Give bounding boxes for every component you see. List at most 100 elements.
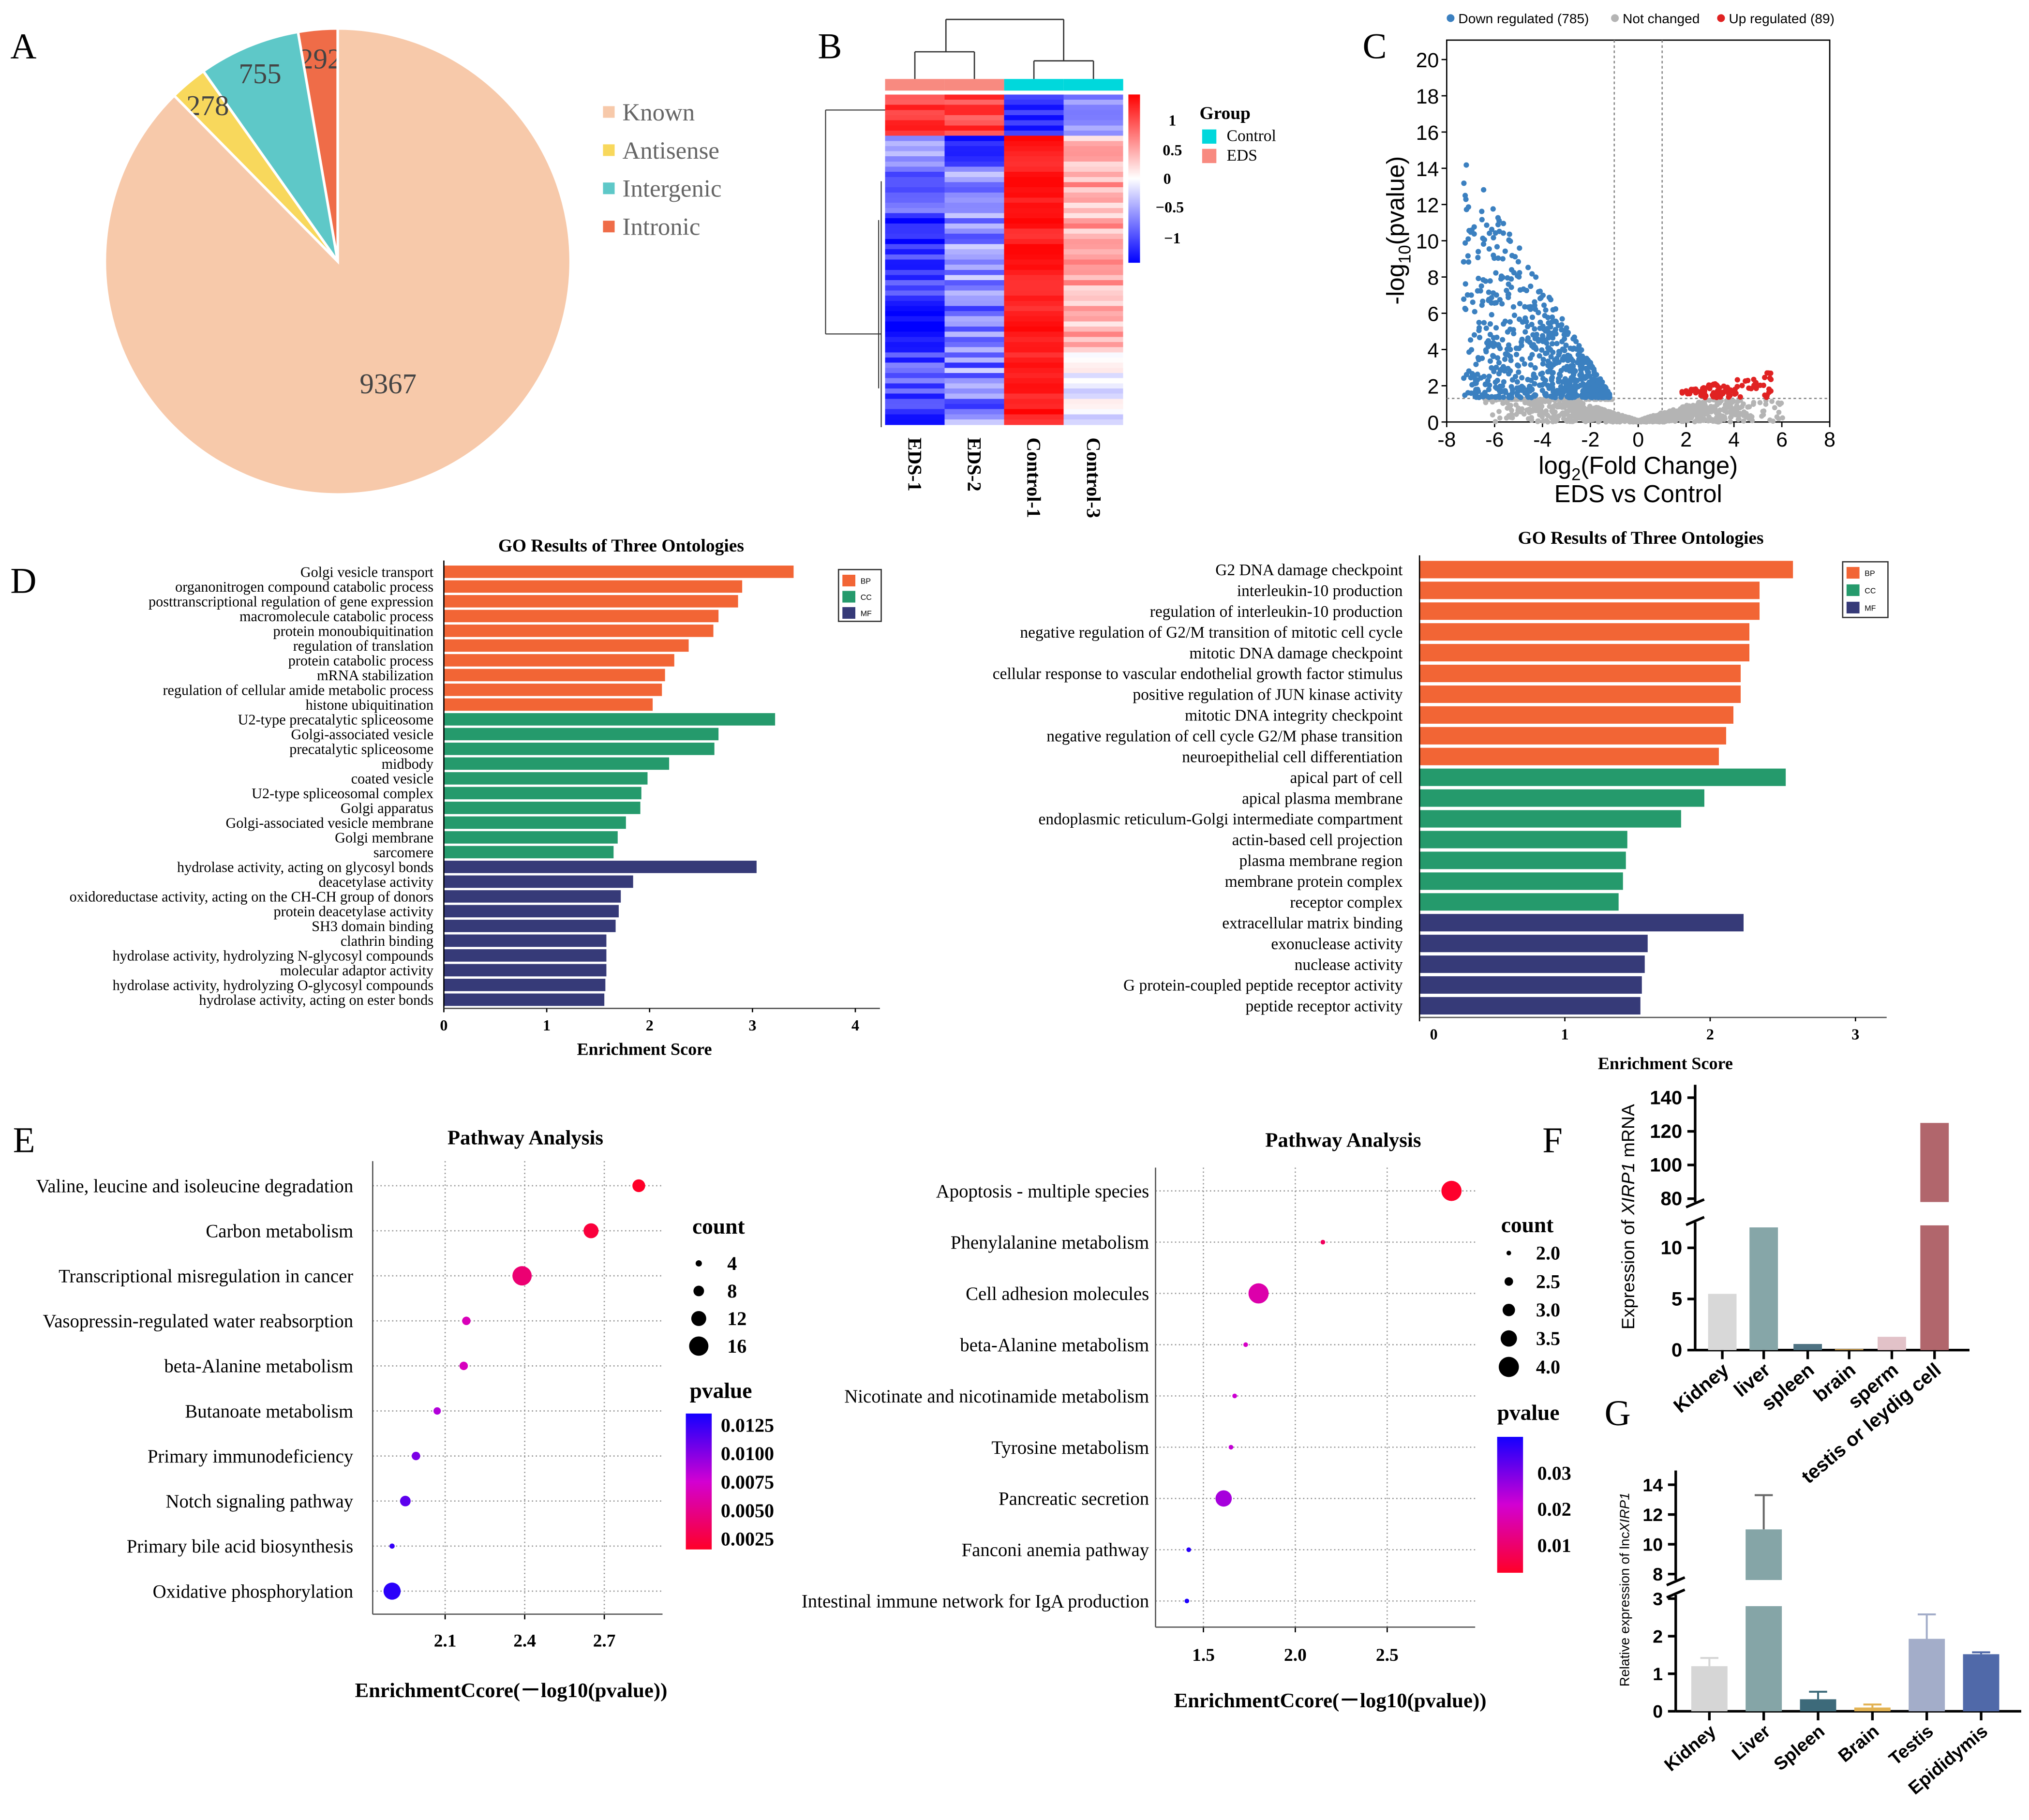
heatmap-cell: [944, 130, 1004, 136]
down-regulated-point: [1507, 238, 1513, 244]
up-regulated-point: [1716, 389, 1721, 395]
down-regulated-point: [1531, 371, 1537, 377]
heatmap-cell: [1063, 311, 1123, 317]
heatmap-cell: [1004, 306, 1064, 312]
not-changed-point: [1741, 418, 1746, 424]
heatmap-cell: [944, 151, 1004, 157]
x-label-text: log: [1538, 451, 1571, 479]
heatmap-cell: [885, 104, 945, 111]
down-regulated-point: [1511, 313, 1518, 318]
heatmap-cell: [885, 362, 945, 369]
heatmap-cell: [885, 161, 945, 167]
heatmap-cell: [1063, 352, 1123, 358]
heatmap-cell: [1004, 156, 1064, 162]
x-tick-label: 0: [440, 1016, 448, 1034]
pathway-dot: [1228, 1445, 1234, 1450]
down-regulated-point: [1559, 322, 1565, 328]
not-changed-point: [1728, 415, 1733, 420]
legend-swatch: [1846, 584, 1860, 596]
down-regulated-point: [1487, 382, 1492, 388]
y-tick-label: 14: [1642, 1475, 1663, 1495]
down-regulated-point: [1485, 377, 1491, 384]
not-changed-point: [1642, 416, 1648, 421]
go-bar: [1419, 644, 1750, 662]
legend-label: BP: [861, 577, 871, 586]
heatmap-cell: [1063, 300, 1123, 307]
axis-break-mark: [1686, 1216, 1705, 1226]
go-bar: [1419, 914, 1744, 932]
heatmap-cell: [1004, 110, 1064, 116]
pie-slice-known: [103, 27, 572, 496]
heatmap-cell: [1063, 228, 1123, 234]
heatmap-cell: [1004, 135, 1064, 142]
down-regulated-point: [1493, 292, 1499, 298]
x-axis-label: Enrichment Score: [577, 1040, 712, 1059]
down-regulated-point: [1511, 330, 1517, 337]
down-regulated-point: [1507, 354, 1513, 359]
heatmap-cell: [885, 151, 945, 157]
go-bar: [1419, 685, 1741, 703]
down-regulated-point: [1504, 287, 1509, 294]
heatmap-cell: [1004, 177, 1064, 183]
bar: [1691, 1666, 1728, 1712]
legend-swatch: [842, 575, 856, 587]
pathway-label: Intestinal immune network for IgA produc…: [802, 1591, 1149, 1612]
heatmap-cell: [1063, 362, 1123, 369]
down-regulated-point: [1572, 377, 1578, 383]
down-regulated-point: [1590, 392, 1596, 398]
go-term-label: sarcomere: [373, 844, 433, 861]
legend-label: MF: [861, 610, 872, 618]
x-label-subscript: 2: [1571, 466, 1581, 484]
down-regulated-point: [1567, 386, 1572, 391]
count-legend-label: 8: [727, 1280, 737, 1302]
down-regulated-point: [1476, 357, 1482, 362]
colorbar-tick-label: 0: [1164, 170, 1171, 187]
go-bar: [1419, 747, 1719, 765]
heatmap-cell: [1004, 419, 1064, 425]
down-regulated-point: [1507, 326, 1513, 332]
down-regulated-point: [1576, 343, 1582, 349]
y-label-text: mRNA: [1618, 1104, 1638, 1163]
down-regulated-point: [1491, 235, 1496, 241]
down-regulated-point: [1465, 253, 1471, 259]
y-tick-label: 20: [1416, 49, 1439, 72]
pathway-label: Transcriptional misregulation in cancer: [59, 1266, 353, 1287]
heatmap-cell: [885, 296, 945, 301]
down-regulated-point: [1500, 337, 1506, 343]
legend-label: Up regulated (89): [1729, 11, 1834, 26]
go-term-label: protein catabolic process: [288, 652, 433, 669]
heatmap-cell: [885, 182, 945, 188]
heatmap-cell: [885, 378, 945, 384]
go-bar: [444, 949, 607, 962]
down-regulated-point: [1469, 227, 1475, 233]
pathway-dot: [1441, 1180, 1462, 1201]
go-bar: [444, 993, 605, 1006]
down-regulated-point: [1552, 357, 1558, 363]
down-regulated-point: [1540, 292, 1546, 298]
up-regulated-point: [1710, 382, 1716, 388]
up-regulated-point: [1752, 381, 1758, 387]
heatmap-cell: [944, 347, 1004, 353]
down-regulated-point: [1486, 246, 1492, 252]
down-regulated-point: [1557, 350, 1563, 356]
x-tick-label: 2: [1680, 428, 1692, 451]
up-regulated-point: [1767, 375, 1773, 381]
down-regulated-point: [1540, 357, 1546, 362]
chart-title: Pathway Analysis: [1265, 1129, 1421, 1152]
not-changed-point: [1496, 409, 1502, 414]
x-tick-label: 0: [1430, 1026, 1438, 1043]
down-regulated-point: [1569, 392, 1575, 398]
heatmap-cell: [944, 393, 1004, 400]
y-tick-label: 12: [1416, 194, 1439, 217]
heatmap-cell: [885, 306, 945, 312]
pvalue-legend-label: 0.0050: [721, 1500, 774, 1522]
heatmap-cell: [1004, 249, 1064, 255]
down-regulated-point: [1554, 388, 1560, 393]
down-regulated-point: [1462, 392, 1468, 398]
not-changed-point: [1662, 417, 1668, 423]
legend-swatch: [1846, 567, 1860, 579]
heatmap-cell: [944, 208, 1004, 214]
down-regulated-point: [1463, 196, 1469, 202]
